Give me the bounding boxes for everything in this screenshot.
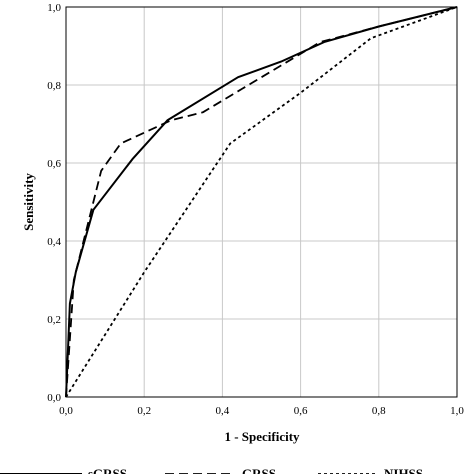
legend: sGRSS GRSS NIHSS <box>0 466 423 474</box>
x-tick-label: 0,0 <box>59 405 73 417</box>
series-layer <box>65 6 458 398</box>
legend-label-nihss: NIHSS <box>384 466 423 474</box>
y-axis-title: Sensitivity <box>21 173 36 231</box>
series-line-nihss <box>65 6 458 398</box>
y-tick-label: 0,4 <box>47 236 61 248</box>
x-tick-label: 0,6 <box>294 405 308 417</box>
y-tick-label: 0,8 <box>47 80 61 92</box>
x-tick-label: 1,0 <box>450 405 464 417</box>
y-tick-label: 0,2 <box>47 314 61 326</box>
legend-label-grss: GRSS <box>242 466 276 474</box>
grid-lines <box>66 7 457 397</box>
series-line-sgrss <box>65 6 458 398</box>
y-tick-label: 0,0 <box>47 392 61 404</box>
legend-label-sgrss: sGRSS <box>88 466 127 474</box>
series-line-grss <box>65 6 458 398</box>
y-tick-label: 0,6 <box>47 158 61 170</box>
y-tick-label: 1,0 <box>47 2 61 14</box>
plot-frame <box>65 6 458 398</box>
y-axis-ticks: 0,0 0,2 0,4 0,6 0,8 1,0 <box>47 2 61 404</box>
x-tick-label: 0,8 <box>372 405 386 417</box>
x-tick-label: 0,2 <box>137 405 151 417</box>
x-axis-title: 1 - Specificity <box>224 429 300 444</box>
x-axis-ticks: 0,0 0,2 0,4 0,6 0,8 1,0 <box>59 405 464 417</box>
x-tick-label: 0,4 <box>216 405 230 417</box>
